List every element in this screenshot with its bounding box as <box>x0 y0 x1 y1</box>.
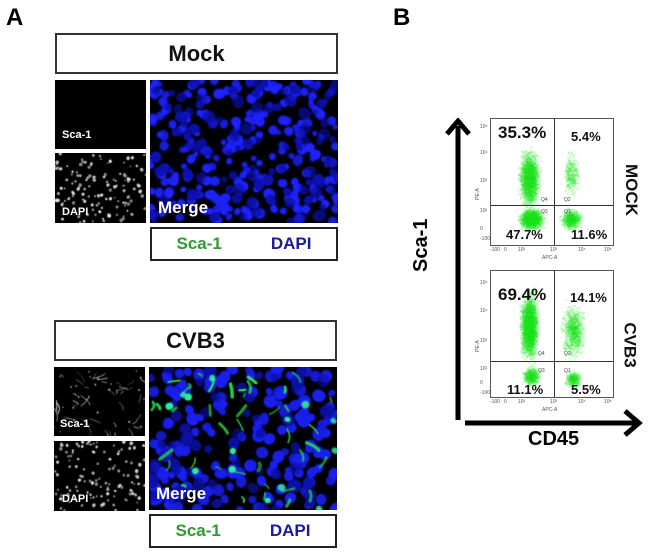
mock-facs-plot: 35.3% 5.4% 47.7% 11.6% Q4 Q2 Q3 Q1 PE-A … <box>466 113 616 263</box>
panel-a-letter: A <box>6 4 24 31</box>
cvb3-x-channel: APC-A <box>542 407 558 413</box>
mock-merge-label: Merge <box>158 198 209 217</box>
mock-legend-dapi: DAPI <box>270 234 312 253</box>
cvb3-facs-area: 69.4% 14.1% 11.1% 5.5% Q4 Q2 Q3 Q1 <box>490 270 614 398</box>
cvb3-pct-lower-left: 11.1% <box>507 382 544 397</box>
mock-dapi-label: DAPI <box>62 206 89 218</box>
x-axis-arrow-icon <box>465 409 643 437</box>
cvb3-facs-plot: 69.4% 14.1% 11.1% 5.5% Q4 Q2 Q3 Q1 PE-A … <box>466 265 616 415</box>
cvb3-quad-vertical <box>554 271 555 397</box>
mock-pct-lower-left: 47.7% <box>506 227 543 242</box>
mock-x-channel: APC-A <box>542 255 558 261</box>
cvb3-dapi-image: DAPI <box>54 441 145 511</box>
cvb3-sca1-image: Sca-1 <box>54 367 145 436</box>
mock-title: Mock <box>55 33 338 74</box>
cvb3-pct-lower-right: 5.5% <box>571 382 601 397</box>
cvb3-y-ticks: 10⁵ 10⁴ 10³ 10² 0 -100 <box>480 280 491 396</box>
cvb3-pct-upper-right: 14.1% <box>570 290 607 305</box>
mock-quad-vertical <box>554 119 555 245</box>
mock-sca1-image: Sca-1 <box>55 80 146 149</box>
mock-pct-upper-right: 5.4% <box>571 129 601 144</box>
mock-tag-q3: Q3 <box>541 209 548 215</box>
mock-legend-sca1: Sca-1 <box>176 234 222 253</box>
cvb3-tag-q2: Q2 <box>564 351 571 357</box>
cvb3-quad-horizontal <box>491 361 613 362</box>
cvb3-tag-q4: Q4 <box>538 351 545 357</box>
mock-merge-image: Merge <box>150 80 338 223</box>
mock-legend: Sca-1 DAPI <box>150 227 338 261</box>
cvb3-tag-q1: Q1 <box>564 368 571 374</box>
y-axis-arrow-icon <box>445 118 471 420</box>
cvb3-merge-label: Merge <box>156 484 207 503</box>
cvb3-condition-label: CVB3 <box>620 322 640 368</box>
cvb3-dapi-label: DAPI <box>62 493 89 505</box>
mock-tag-q4: Q4 <box>541 197 548 203</box>
mock-tag-q2: Q2 <box>564 197 571 203</box>
cvb3-legend: Sca-1 DAPI <box>149 514 337 548</box>
cvb3-x-ticks: -100 0 10² 10³ 10⁴ 10⁵ <box>490 399 612 405</box>
mock-pct-lower-right: 11.6% <box>571 227 608 242</box>
mock-dapi-image: DAPI <box>55 153 146 223</box>
cvb3-legend-sca1: Sca-1 <box>175 521 221 540</box>
cvb3-merge-image: Merge <box>149 367 337 510</box>
mock-quad-horizontal <box>491 205 613 206</box>
mock-condition-label: MOCK <box>621 164 641 216</box>
mock-sca1-label: Sca-1 <box>62 129 92 141</box>
mock-x-ticks: -100 0 10² 10³ 10⁴ 10⁵ <box>490 247 612 253</box>
mock-tag-q1: Q1 <box>564 209 571 215</box>
mock-facs-area: 35.3% 5.4% 47.7% 11.6% Q4 Q2 Q3 Q1 <box>490 118 614 246</box>
mock-pct-upper-left: 35.3% <box>498 123 547 142</box>
cvb3-pct-upper-left: 69.4% <box>498 285 547 304</box>
mock-y-ticks: 10⁵ 10⁴ 10³ 10² 0 -100 <box>480 124 491 242</box>
panel-b-letter: B <box>393 4 411 31</box>
cvb3-sca1-label: Sca-1 <box>60 418 90 430</box>
cvb3-tag-q3: Q3 <box>538 368 545 374</box>
x-axis-label: CD45 <box>528 428 580 450</box>
y-axis-label: Sca-1 <box>410 218 432 272</box>
cvb3-title: CVB3 <box>54 320 337 361</box>
cvb3-legend-dapi: DAPI <box>269 521 311 540</box>
